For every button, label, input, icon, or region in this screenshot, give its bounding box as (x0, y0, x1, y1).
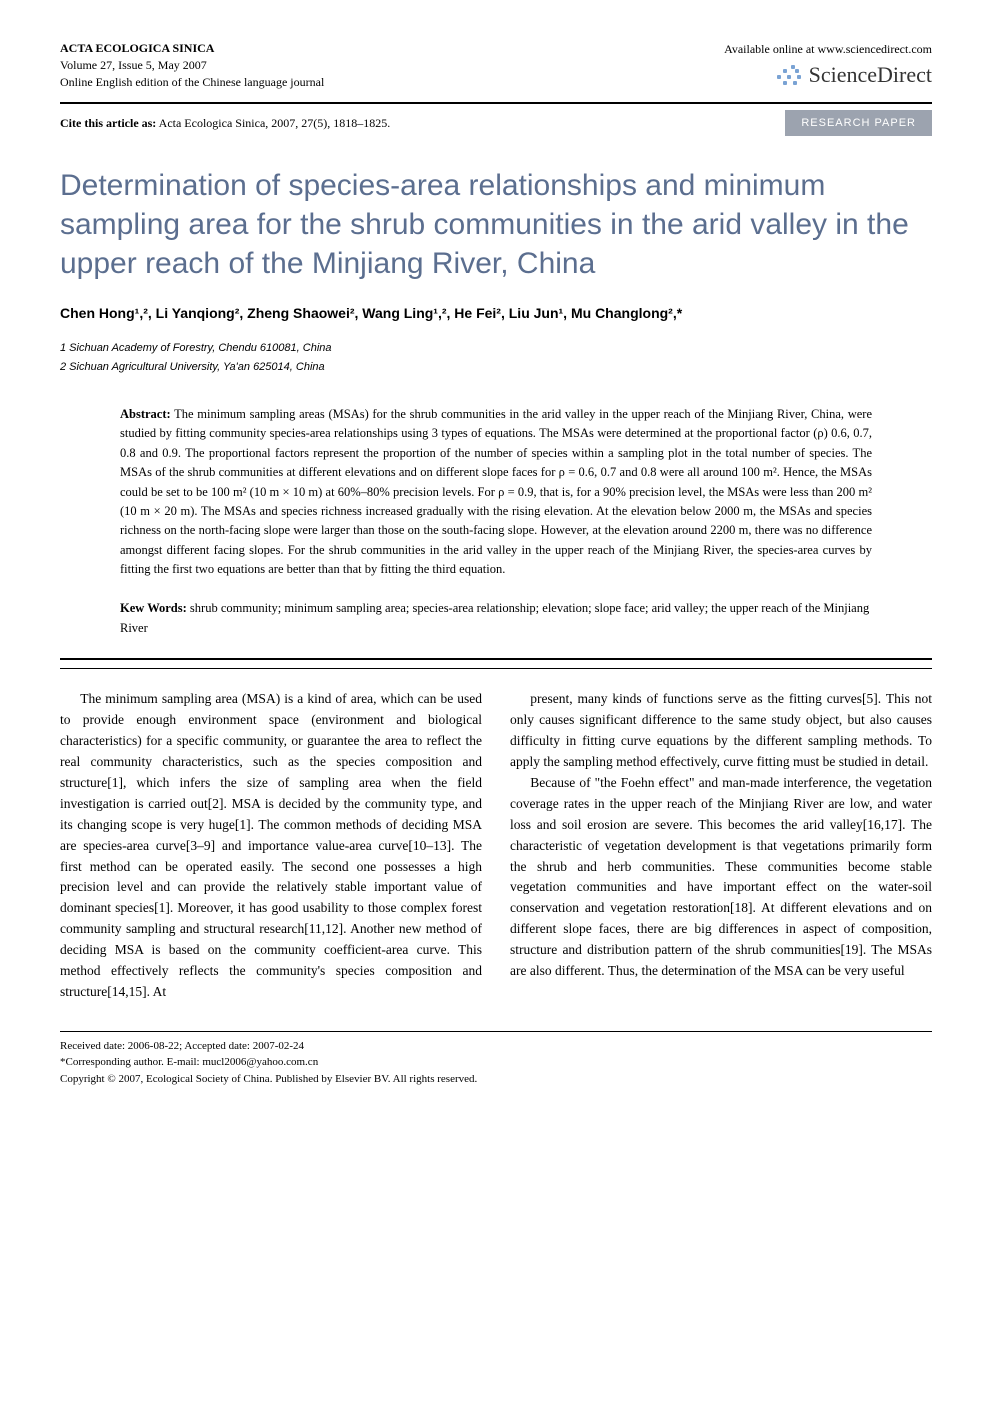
research-paper-badge: RESEARCH PAPER (785, 110, 932, 137)
cite-value: Acta Ecologica Sinica, 2007, 27(5), 1818… (156, 116, 390, 130)
cite-text: Cite this article as: Acta Ecologica Sin… (60, 114, 390, 132)
affiliation-2: 2 Sichuan Agricultural University, Ya'an… (60, 359, 932, 376)
keywords-label: Kew Words: (120, 601, 187, 615)
body-paragraph: present, many kinds of functions serve a… (510, 689, 932, 773)
journal-name: ACTA ECOLOGICA SINICA (60, 40, 324, 57)
body-col-left: The minimum sampling area (MSA) is a kin… (60, 689, 482, 1003)
body-col-right: present, many kinds of functions serve a… (510, 689, 932, 1003)
footer: Received date: 2006-08-22; Accepted date… (60, 1031, 932, 1088)
body-text: The minimum sampling area (MSA) is a kin… (60, 689, 932, 1003)
authors: Chen Hong¹,², Li Yanqiong², Zheng Shaowe… (60, 303, 932, 324)
edition-note: Online English edition of the Chinese la… (60, 74, 324, 91)
copyright: Copyright © 2007, Ecological Society of … (60, 1071, 932, 1088)
abstract-text: The minimum sampling areas (MSAs) for th… (120, 407, 872, 576)
available-online: Available online at www.sciencedirect.co… (724, 40, 932, 58)
cite-row: Cite this article as: Acta Ecologica Sin… (60, 110, 932, 137)
sciencedirect-logo: ScienceDirect (773, 58, 932, 91)
journal-info: ACTA ECOLOGICA SINICA Volume 27, Issue 5… (60, 40, 324, 90)
body-paragraph: The minimum sampling area (MSA) is a kin… (60, 689, 482, 1003)
volume-issue: Volume 27, Issue 5, May 2007 (60, 57, 324, 74)
corresponding-author: *Corresponding author. E-mail: mucl2006@… (60, 1054, 932, 1071)
abstract-label: Abstract: (120, 407, 171, 421)
sciencedirect-dots-icon (773, 63, 803, 87)
body-paragraph: Because of "the Foehn effect" and man-ma… (510, 773, 932, 982)
received-date: Received date: 2006-08-22; Accepted date… (60, 1038, 932, 1055)
header: ACTA ECOLOGICA SINICA Volume 27, Issue 5… (60, 40, 932, 92)
cite-label: Cite this article as: (60, 116, 156, 130)
affiliation-1: 1 Sichuan Academy of Forestry, Chendu 61… (60, 340, 932, 357)
divider (60, 1031, 932, 1032)
sciencedirect-text: ScienceDirect (809, 58, 932, 91)
keywords-text: shrub community; minimum sampling area; … (120, 601, 869, 634)
divider (60, 668, 932, 669)
article-title: Determination of species-area relationsh… (60, 166, 932, 283)
divider (60, 658, 932, 660)
online-block: Available online at www.sciencedirect.co… (724, 40, 932, 92)
keywords: Kew Words: shrub community; minimum samp… (120, 599, 872, 638)
abstract: Abstract: The minimum sampling areas (MS… (120, 405, 872, 579)
divider (60, 102, 932, 104)
